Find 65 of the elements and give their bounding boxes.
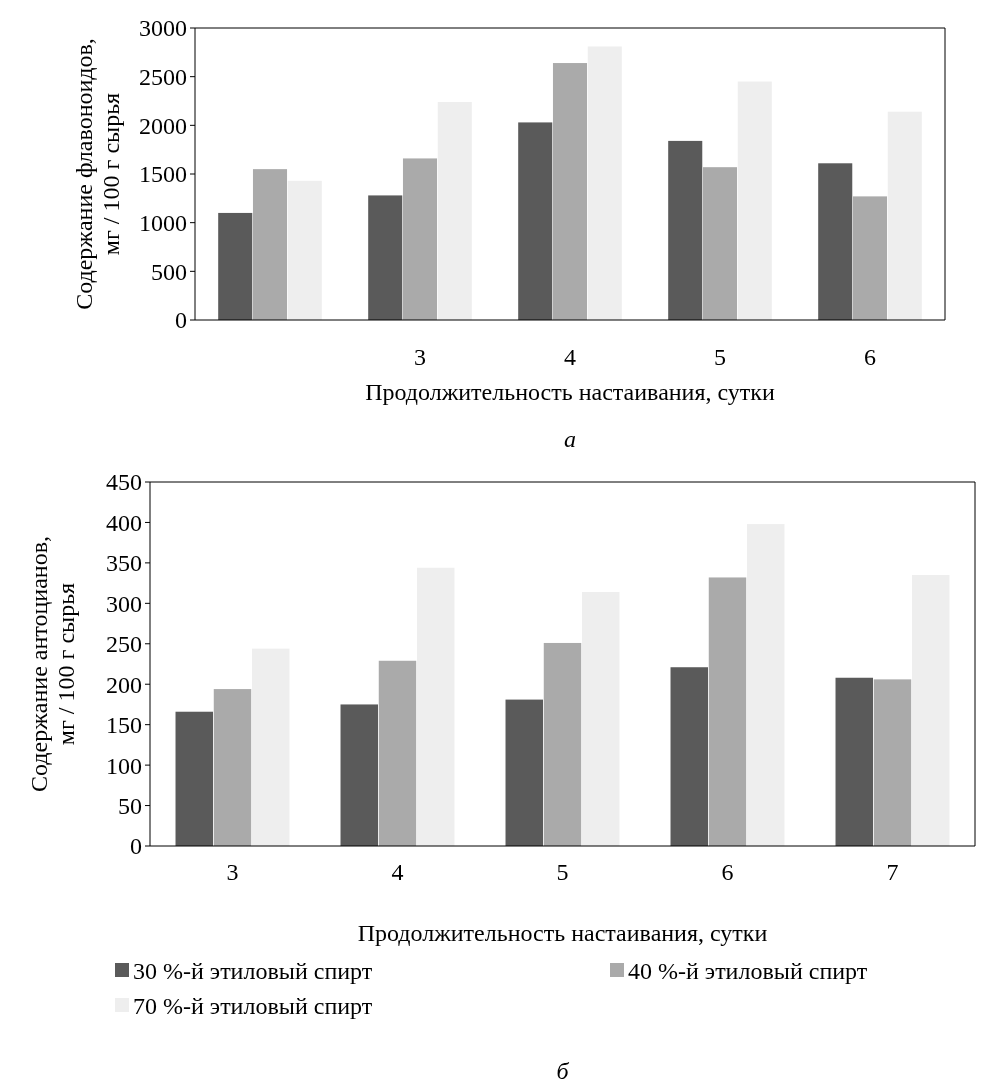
y-axis-title: Содержание флавоноидов, мг / 100 г сырья (70, 38, 125, 310)
y-tick-label: 2500 (139, 64, 187, 91)
x-tick-label: 4 (391, 859, 404, 885)
y-tick-label: 250 (106, 631, 142, 658)
bar (552, 63, 588, 320)
bar (887, 111, 922, 320)
x-axis-title: Продолжительность настаивания, сутки (365, 379, 775, 405)
bar (670, 667, 708, 846)
y-tick-label: 3000 (139, 15, 187, 42)
y-tick-label: 0 (175, 307, 187, 334)
bar (543, 642, 582, 846)
bar (737, 81, 772, 320)
y-tick-label: 50 (118, 792, 142, 819)
bar (518, 122, 553, 320)
bar (368, 195, 403, 320)
legend-label: 70 %-й этиловый спирт (133, 993, 373, 1019)
y-axis-title: Содержание антоцианов, мг / 100 г сырья (25, 536, 80, 792)
text: а (564, 426, 576, 452)
bar (702, 167, 738, 320)
y-tick-label: 2000 (139, 112, 187, 139)
bar (668, 140, 703, 320)
bar (873, 679, 912, 846)
y-tick-label: 150 (106, 712, 142, 739)
text: б (556, 1058, 570, 1084)
bar (852, 196, 888, 320)
y-tick-label: 1000 (139, 210, 187, 237)
bar (340, 704, 378, 846)
x-tick-label: 5 (556, 859, 569, 885)
x-tick-label: 4 (564, 344, 576, 370)
y-tick-label: 450 (106, 469, 142, 496)
bar (402, 158, 438, 320)
y-tick-label: 200 (106, 671, 142, 698)
y-tick-label: 300 (106, 590, 142, 617)
x-tick-label: 5 (714, 344, 726, 370)
y-tick-label: 1500 (139, 161, 187, 188)
bar (252, 648, 290, 846)
bar (287, 180, 322, 320)
bar (835, 677, 873, 846)
y-tick-label: 350 (106, 550, 142, 577)
bar (912, 575, 950, 846)
bar (708, 577, 747, 846)
y-tick-label: 400 (106, 509, 142, 536)
legend-label: 30 %-й этиловый спирт (133, 958, 373, 984)
bar (218, 212, 253, 320)
y-tick-label: 500 (151, 258, 187, 285)
bar (818, 163, 853, 320)
bar (378, 660, 417, 846)
x-tick-label: 6 (721, 859, 734, 885)
x-tick-label: 3 (414, 344, 426, 370)
bar (175, 711, 213, 846)
x-tick-label: 6 (864, 344, 876, 370)
bar (437, 101, 472, 320)
bar (582, 592, 620, 846)
legend-label: 40 %-й этиловый спирт (628, 958, 868, 984)
bar (505, 699, 543, 846)
y-tick-label: 0 (130, 833, 142, 860)
bar (213, 689, 252, 846)
x-axis-title: Продолжительность настаивания, сутки (357, 920, 768, 946)
bar (417, 567, 455, 846)
bar (747, 524, 785, 846)
bar (252, 169, 288, 320)
bar (587, 46, 622, 320)
y-tick-label: 100 (106, 752, 142, 779)
x-tick-label: 3 (226, 859, 239, 885)
x-tick-label: 7 (886, 859, 899, 885)
